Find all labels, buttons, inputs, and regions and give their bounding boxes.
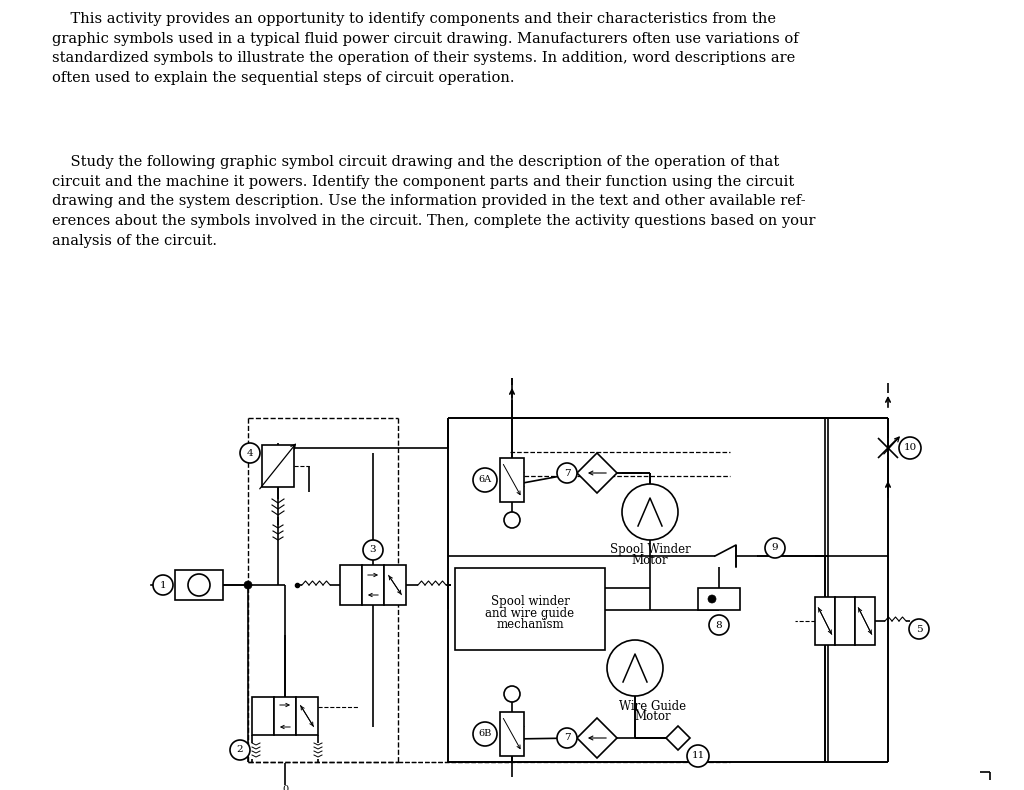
Text: 6A: 6A bbox=[478, 476, 492, 484]
Circle shape bbox=[909, 619, 929, 639]
Polygon shape bbox=[577, 718, 617, 758]
Bar bbox=[855, 597, 874, 645]
Bar bbox=[455, 568, 605, 650]
Text: Motor: Motor bbox=[635, 709, 672, 723]
Text: and wire guide: and wire guide bbox=[485, 607, 574, 619]
Circle shape bbox=[622, 484, 678, 540]
Text: 6B: 6B bbox=[478, 729, 492, 739]
Circle shape bbox=[709, 615, 729, 635]
Circle shape bbox=[708, 595, 716, 603]
Circle shape bbox=[188, 574, 210, 596]
Circle shape bbox=[557, 463, 577, 483]
Circle shape bbox=[230, 740, 250, 760]
Text: 10: 10 bbox=[903, 443, 916, 453]
Bar bbox=[500, 712, 524, 756]
Text: mechanism: mechanism bbox=[497, 619, 564, 631]
Text: 7: 7 bbox=[563, 468, 570, 477]
Text: 7: 7 bbox=[563, 733, 570, 743]
Text: 3: 3 bbox=[370, 546, 376, 555]
Circle shape bbox=[473, 722, 497, 746]
Text: Motor: Motor bbox=[632, 554, 669, 566]
Bar bbox=[362, 565, 384, 605]
Text: Spool Winder: Spool Winder bbox=[609, 544, 690, 556]
Circle shape bbox=[607, 640, 663, 696]
Bar bbox=[340, 565, 362, 605]
Text: 1: 1 bbox=[160, 581, 166, 589]
Circle shape bbox=[504, 686, 520, 702]
Bar bbox=[262, 445, 294, 487]
Text: Spool winder: Spool winder bbox=[490, 595, 569, 608]
Bar bbox=[698, 588, 740, 610]
Text: This activity provides an opportunity to identify components and their character: This activity provides an opportunity to… bbox=[52, 12, 799, 85]
Circle shape bbox=[504, 512, 520, 528]
Circle shape bbox=[153, 575, 173, 595]
Circle shape bbox=[899, 437, 921, 459]
Text: 4: 4 bbox=[247, 449, 253, 457]
Bar bbox=[274, 697, 296, 735]
Text: 5: 5 bbox=[915, 625, 923, 634]
Circle shape bbox=[244, 581, 252, 589]
Text: Study the following graphic symbol circuit drawing and the description of the op: Study the following graphic symbol circu… bbox=[52, 155, 815, 248]
Text: 2: 2 bbox=[237, 746, 244, 754]
Polygon shape bbox=[577, 453, 617, 493]
Bar bbox=[815, 597, 835, 645]
Text: 11: 11 bbox=[691, 751, 705, 761]
Circle shape bbox=[687, 745, 709, 767]
Text: 9: 9 bbox=[772, 544, 778, 552]
Circle shape bbox=[765, 538, 785, 558]
Bar bbox=[500, 458, 524, 502]
Bar bbox=[384, 565, 406, 605]
Text: 8: 8 bbox=[716, 620, 722, 630]
Circle shape bbox=[557, 728, 577, 748]
Bar bbox=[296, 697, 318, 735]
Circle shape bbox=[473, 468, 497, 492]
Text: Wire Guide: Wire Guide bbox=[620, 699, 686, 713]
Text: 0: 0 bbox=[282, 785, 288, 790]
Bar bbox=[175, 570, 223, 600]
Bar bbox=[252, 697, 274, 735]
Circle shape bbox=[362, 540, 383, 560]
Bar bbox=[835, 597, 855, 645]
Polygon shape bbox=[666, 726, 690, 750]
Circle shape bbox=[240, 443, 260, 463]
